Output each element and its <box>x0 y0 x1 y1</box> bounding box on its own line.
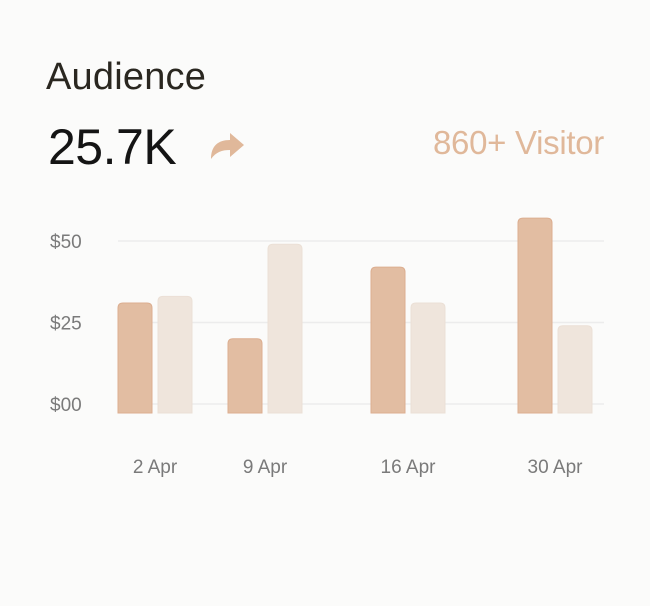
bar-primary <box>227 338 263 414</box>
bar-secondary <box>157 295 193 414</box>
x-tick-label: 2 Apr <box>133 457 178 478</box>
bar-secondary <box>410 302 446 414</box>
x-tick-label: 30 Apr <box>528 457 584 478</box>
audience-total: 25.7K <box>48 119 177 175</box>
y-tick-label: $00 <box>50 395 82 416</box>
bar-secondary <box>267 243 303 414</box>
card-title: Audience <box>46 56 207 98</box>
bar-secondary <box>557 325 593 414</box>
y-tick-label: $25 <box>50 314 82 335</box>
x-tick-label: 16 Apr <box>381 457 437 478</box>
bar-primary <box>117 302 153 414</box>
bar-primary <box>517 217 553 414</box>
bar-primary <box>370 266 406 414</box>
x-tick-label: 9 Apr <box>243 457 288 478</box>
y-tick-label: $50 <box>50 232 82 253</box>
visitor-count: 860+ Visitor <box>433 124 604 161</box>
curved-arrow-right-icon <box>211 133 244 159</box>
